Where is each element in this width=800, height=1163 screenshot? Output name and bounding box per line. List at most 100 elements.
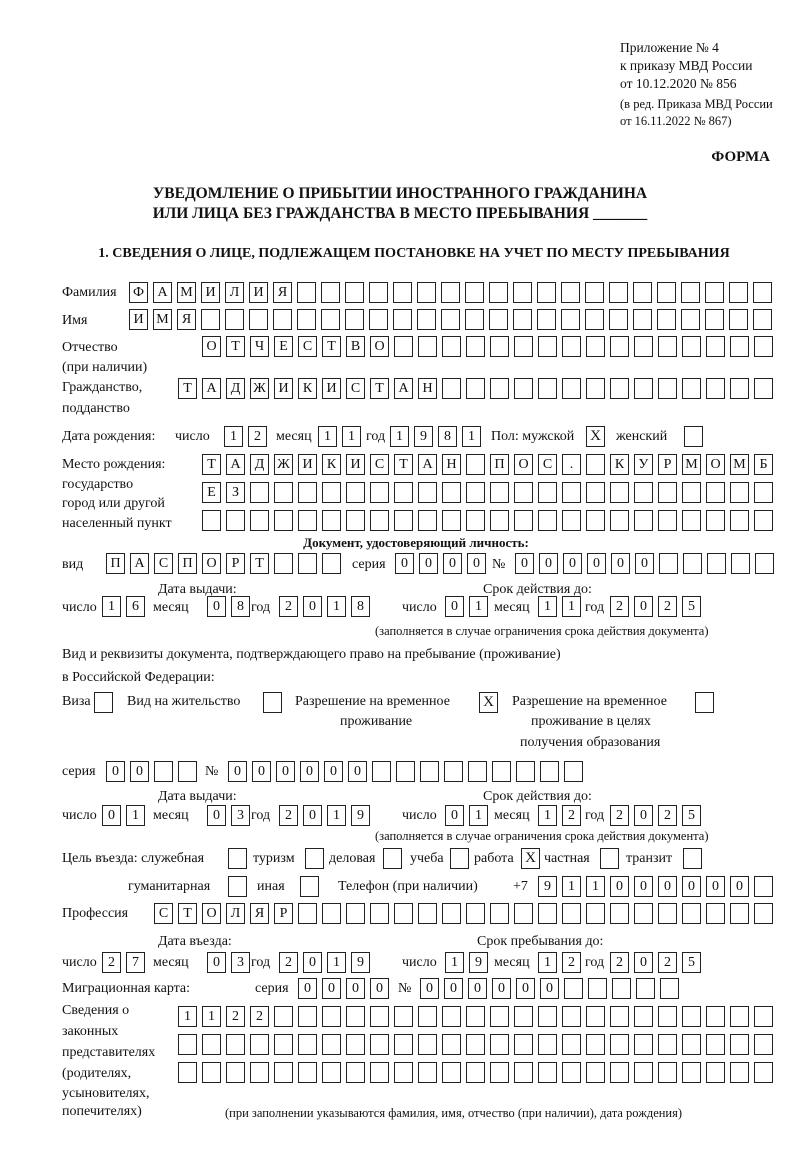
- char-box[interactable]: 9: [351, 952, 370, 973]
- char-box[interactable]: [322, 482, 341, 503]
- purpose-work-checkbox[interactable]: X: [521, 848, 540, 869]
- char-box[interactable]: [322, 1034, 341, 1055]
- char-box[interactable]: И: [249, 282, 268, 303]
- char-box[interactable]: 8: [438, 426, 457, 447]
- char-box[interactable]: [178, 1062, 197, 1083]
- char-box[interactable]: А: [394, 378, 413, 399]
- char-box[interactable]: [394, 1006, 413, 1027]
- char-box[interactable]: [468, 761, 487, 782]
- char-box[interactable]: 8: [351, 596, 370, 617]
- char-box[interactable]: П: [178, 553, 197, 574]
- char-box[interactable]: С: [538, 454, 557, 475]
- char-box[interactable]: 2: [248, 426, 267, 447]
- char-box[interactable]: [466, 482, 485, 503]
- char-box[interactable]: [202, 510, 221, 531]
- char-box[interactable]: [441, 282, 460, 303]
- char-box[interactable]: [394, 336, 413, 357]
- char-box[interactable]: [418, 903, 437, 924]
- char-box[interactable]: [585, 309, 604, 330]
- char-box[interactable]: [586, 482, 605, 503]
- char-box[interactable]: [586, 1034, 605, 1055]
- char-box[interactable]: А: [418, 454, 437, 475]
- char-box[interactable]: [730, 336, 749, 357]
- char-box[interactable]: С: [154, 553, 173, 574]
- char-box[interactable]: О: [202, 903, 221, 924]
- char-box[interactable]: [492, 761, 511, 782]
- char-box[interactable]: 2: [279, 596, 298, 617]
- char-box[interactable]: 1: [202, 1006, 221, 1027]
- char-box[interactable]: [562, 510, 581, 531]
- char-box[interactable]: [706, 1006, 725, 1027]
- char-box[interactable]: [561, 282, 580, 303]
- char-box[interactable]: [394, 1034, 413, 1055]
- char-box[interactable]: [705, 309, 724, 330]
- char-box[interactable]: Д: [250, 454, 269, 475]
- char-box[interactable]: [202, 1034, 221, 1055]
- char-box[interactable]: [634, 1034, 653, 1055]
- char-box[interactable]: [610, 336, 629, 357]
- char-box[interactable]: [442, 1006, 461, 1027]
- char-box[interactable]: [346, 1034, 365, 1055]
- char-box[interactable]: [754, 1006, 773, 1027]
- char-box[interactable]: [754, 1062, 773, 1083]
- char-box[interactable]: [682, 1062, 701, 1083]
- char-box[interactable]: [755, 553, 774, 574]
- char-box[interactable]: [659, 553, 678, 574]
- char-box[interactable]: [346, 903, 365, 924]
- char-box[interactable]: 2: [562, 805, 581, 826]
- char-box[interactable]: [298, 1006, 317, 1027]
- char-box[interactable]: [345, 309, 364, 330]
- char-box[interactable]: А: [153, 282, 172, 303]
- char-box[interactable]: [466, 1006, 485, 1027]
- char-box[interactable]: 0: [207, 596, 226, 617]
- char-box[interactable]: [321, 309, 340, 330]
- char-box[interactable]: [250, 1034, 269, 1055]
- char-box[interactable]: 0: [252, 761, 271, 782]
- char-box[interactable]: 1: [327, 952, 346, 973]
- char-box[interactable]: [682, 903, 701, 924]
- char-box[interactable]: 1: [445, 952, 464, 973]
- char-box[interactable]: [442, 336, 461, 357]
- char-box[interactable]: 0: [300, 761, 319, 782]
- char-box[interactable]: Р: [274, 903, 293, 924]
- char-box[interactable]: [465, 309, 484, 330]
- char-box[interactable]: Б: [754, 454, 773, 475]
- char-box[interactable]: [562, 903, 581, 924]
- char-box[interactable]: [706, 378, 725, 399]
- sex-female-checkbox[interactable]: [684, 426, 703, 447]
- char-box[interactable]: 0: [102, 805, 121, 826]
- char-box[interactable]: [658, 482, 677, 503]
- char-box[interactable]: Т: [322, 336, 341, 357]
- char-box[interactable]: [394, 903, 413, 924]
- char-box[interactable]: [634, 378, 653, 399]
- char-box[interactable]: [274, 510, 293, 531]
- char-box[interactable]: [731, 553, 750, 574]
- char-box[interactable]: [586, 903, 605, 924]
- char-box[interactable]: [396, 761, 415, 782]
- temp-res-checkbox[interactable]: X: [479, 692, 498, 713]
- char-box[interactable]: [298, 1062, 317, 1083]
- char-box[interactable]: 1: [390, 426, 409, 447]
- char-box[interactable]: [730, 1062, 749, 1083]
- purpose-service-checkbox[interactable]: [228, 848, 247, 869]
- char-box[interactable]: А: [202, 378, 221, 399]
- char-box[interactable]: И: [298, 454, 317, 475]
- char-box[interactable]: О: [202, 553, 221, 574]
- char-box[interactable]: 7: [126, 952, 145, 973]
- char-box[interactable]: [298, 1034, 317, 1055]
- char-box[interactable]: [274, 1034, 293, 1055]
- char-box[interactable]: [154, 761, 173, 782]
- char-box[interactable]: [490, 1034, 509, 1055]
- char-box[interactable]: [250, 510, 269, 531]
- char-box[interactable]: [321, 282, 340, 303]
- char-box[interactable]: [657, 282, 676, 303]
- char-box[interactable]: [514, 336, 533, 357]
- char-box[interactable]: [441, 309, 460, 330]
- char-box[interactable]: [753, 309, 772, 330]
- char-box[interactable]: [345, 282, 364, 303]
- char-box[interactable]: 0: [228, 761, 247, 782]
- char-box[interactable]: П: [106, 553, 125, 574]
- char-box[interactable]: [417, 282, 436, 303]
- char-box[interactable]: [513, 282, 532, 303]
- char-box[interactable]: [564, 761, 583, 782]
